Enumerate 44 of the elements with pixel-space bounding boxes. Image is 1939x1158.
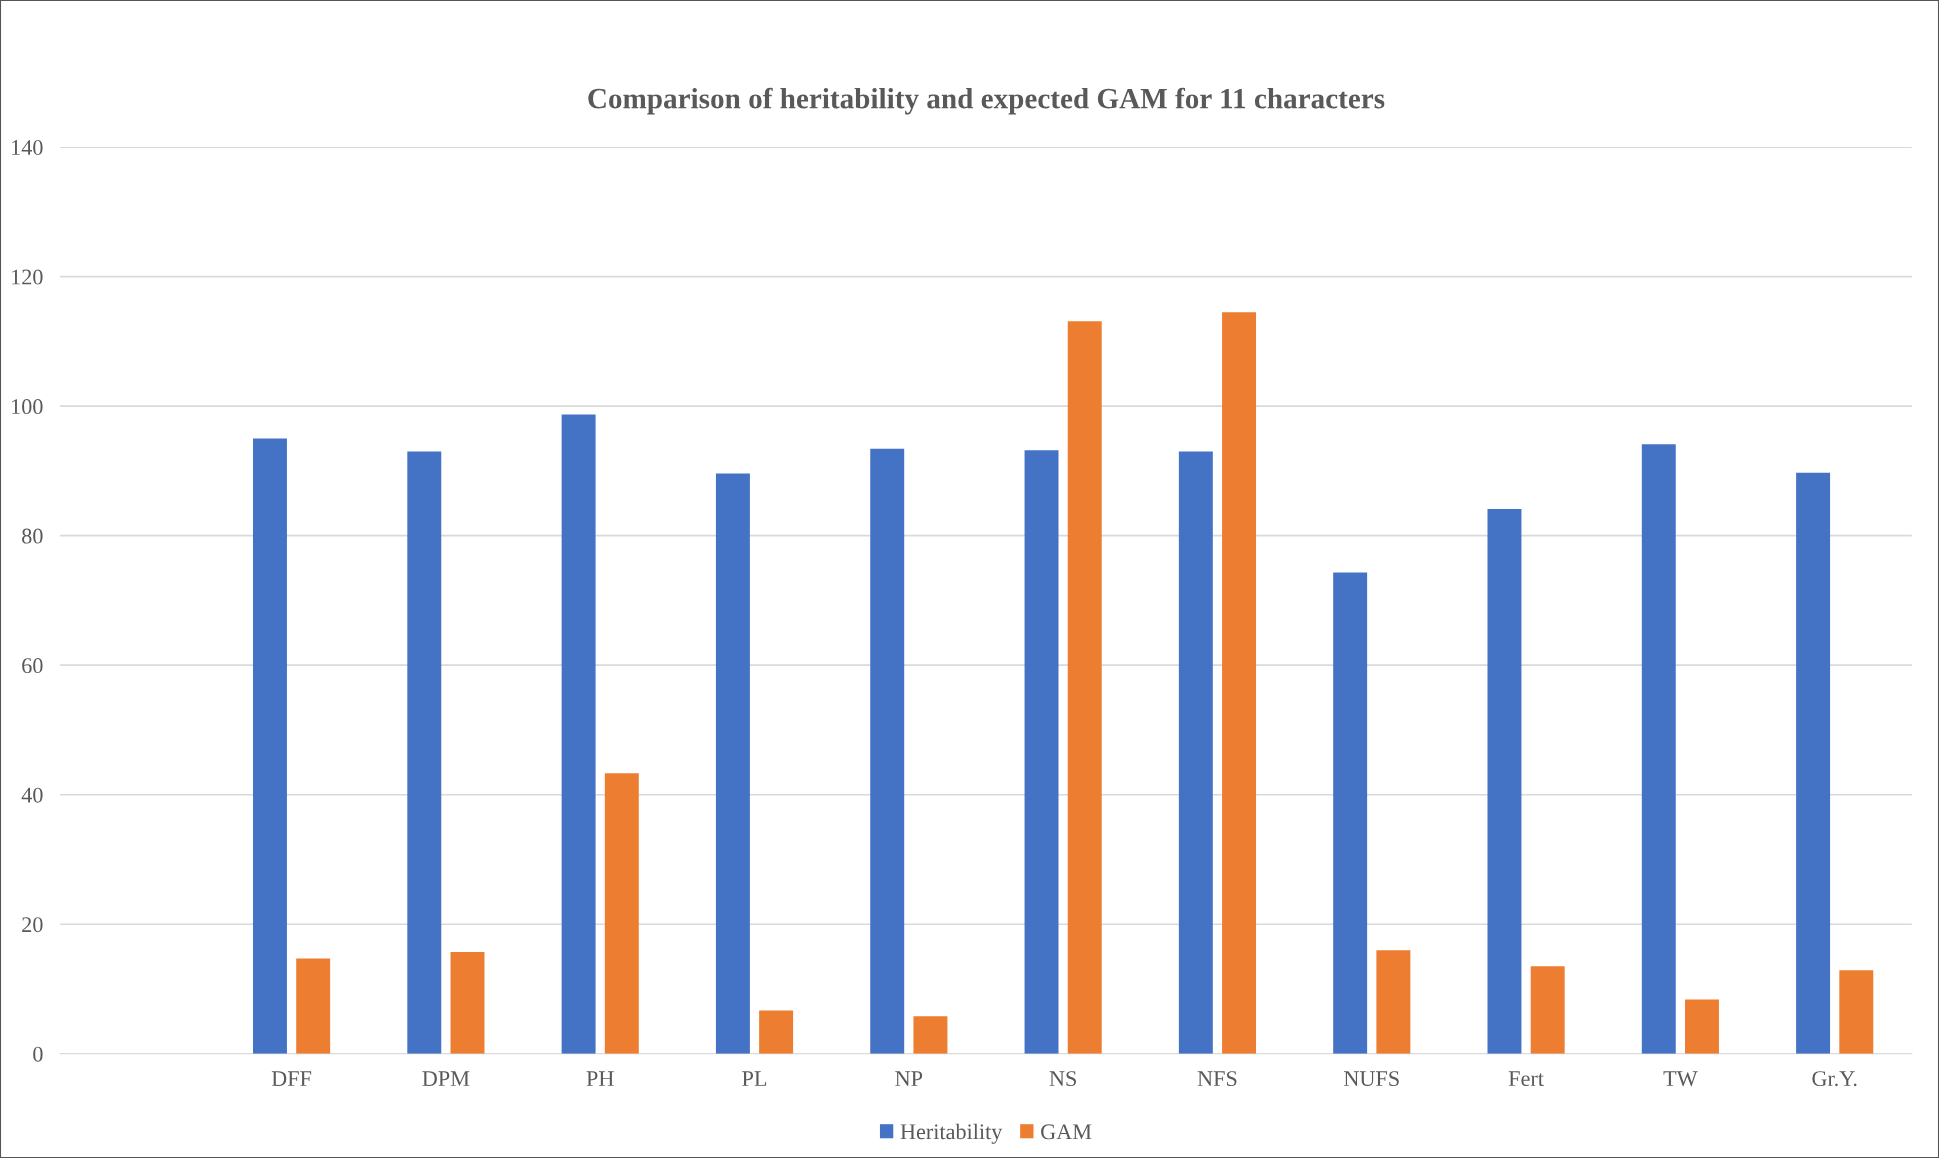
bar <box>1530 966 1565 1054</box>
bar <box>1178 451 1213 1054</box>
bar <box>604 773 639 1054</box>
bar <box>450 952 485 1054</box>
y-tick-label: 40 <box>21 787 43 803</box>
bar <box>870 448 905 1054</box>
x-tick-label: NUFS <box>1343 1071 1399 1087</box>
bar <box>759 1010 794 1054</box>
bar <box>253 438 287 1054</box>
x-tick-label: NFS <box>1197 1071 1237 1087</box>
bar <box>715 473 750 1054</box>
bar <box>1222 312 1257 1054</box>
chart-title: Comparison of heritability and expected GAM for 11 characters <box>588 87 1385 115</box>
bar <box>1641 444 1676 1054</box>
bar <box>1376 950 1411 1054</box>
legend-label: GAM <box>1041 1124 1092 1140</box>
y-tick-label: 140 <box>12 140 43 155</box>
y-tick-label: 120 <box>12 269 43 285</box>
bar <box>561 414 596 1054</box>
x-tick-label: DFF <box>271 1071 312 1086</box>
bar <box>1685 999 1719 1054</box>
x-tick-label: NP <box>895 1071 923 1086</box>
y-tick-label: 60 <box>22 658 43 674</box>
y-tick-label: 80 <box>22 528 43 544</box>
bar <box>1796 472 1831 1054</box>
x-tick-label: PH <box>586 1071 614 1086</box>
x-tick-label: NS <box>1049 1071 1076 1087</box>
x-tick-label: DPM <box>422 1071 470 1086</box>
bar <box>1333 572 1368 1054</box>
legend-label: Heritability <box>900 1123 1003 1144</box>
y-tick-label: 0 <box>33 1046 43 1062</box>
y-tick-label: 100 <box>12 399 43 415</box>
bar <box>1024 450 1059 1054</box>
bar <box>1839 970 1874 1054</box>
bar <box>407 451 442 1054</box>
x-tick-label: TW <box>1663 1071 1698 1087</box>
bar <box>296 958 331 1054</box>
x-tick-label: Fert <box>1508 1071 1544 1087</box>
y-tick-label: 20 <box>22 917 43 933</box>
bar <box>913 1016 948 1054</box>
x-tick-label: Gr.Y. <box>1812 1071 1857 1087</box>
bar <box>1487 509 1522 1054</box>
x-tick-label: PL <box>742 1071 767 1086</box>
bar <box>1067 321 1102 1054</box>
